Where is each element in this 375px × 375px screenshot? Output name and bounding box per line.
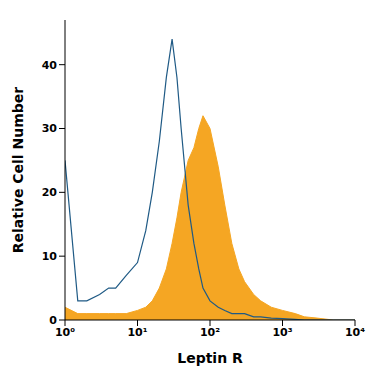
svg-text:Relative Cell Number: Relative Cell Number — [10, 87, 26, 254]
svg-text:Leptin R: Leptin R — [177, 350, 243, 366]
svg-text:20: 20 — [42, 186, 58, 199]
svg-text:30: 30 — [42, 122, 58, 135]
svg-text:40: 40 — [42, 59, 58, 72]
svg-text:10²: 10² — [200, 326, 220, 339]
svg-text:10⁰: 10⁰ — [55, 326, 75, 339]
svg-text:10³: 10³ — [272, 326, 292, 339]
svg-text:0: 0 — [49, 314, 57, 327]
svg-text:10⁴: 10⁴ — [345, 326, 365, 339]
svg-text:10: 10 — [42, 250, 58, 263]
svg-text:10¹: 10¹ — [127, 326, 147, 339]
